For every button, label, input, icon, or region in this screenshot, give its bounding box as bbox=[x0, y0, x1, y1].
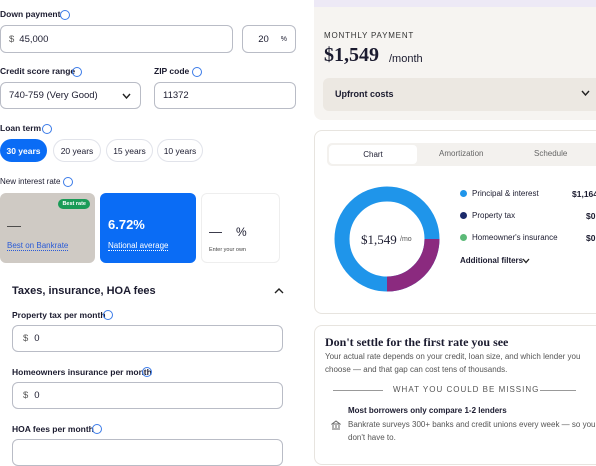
caption: National average bbox=[108, 241, 169, 251]
chevron bbox=[122, 93, 131, 99]
chart-card bbox=[314, 130, 596, 314]
term-pill[interactable]: 15 years bbox=[106, 139, 153, 162]
bank-icon bbox=[331, 420, 341, 430]
term-pill[interactable]: 10 years bbox=[157, 139, 203, 162]
label: Credit score range bbox=[0, 66, 76, 76]
legend-name: Principal & interest bbox=[472, 189, 539, 198]
value: 0 bbox=[34, 390, 40, 401]
label: Loan term bbox=[0, 123, 42, 133]
info-icon[interactable] bbox=[60, 10, 70, 20]
divider-label: WHAT YOU COULD BE MISSING bbox=[393, 385, 540, 394]
label: Upfront costs bbox=[335, 89, 394, 99]
label: MONTHLY PAYMENT bbox=[324, 31, 415, 40]
tab[interactable]: Amortization bbox=[439, 149, 484, 158]
value: — bbox=[7, 217, 21, 233]
donut-amount: $1,549 bbox=[361, 232, 397, 247]
label: Down payment bbox=[0, 9, 61, 19]
caption: Enter your own bbox=[209, 247, 246, 253]
section-title: Taxes, insurance, HOA fees bbox=[12, 285, 156, 297]
input[interactable] bbox=[12, 439, 283, 466]
promo-title: Don't settle for the first rate you see bbox=[325, 335, 509, 349]
legend-dot bbox=[460, 190, 467, 197]
promo-body: choose — and that gap can cost tens of t… bbox=[325, 365, 508, 374]
info-icon[interactable] bbox=[103, 310, 113, 320]
legend-name: Homeowner's insurance bbox=[472, 233, 558, 242]
credit-select[interactable]: 740-759 (Very Good) bbox=[0, 82, 141, 109]
upfront-costs[interactable]: Upfront costs bbox=[323, 78, 596, 111]
info-icon[interactable] bbox=[42, 124, 52, 134]
term-pill[interactable]: 20 years bbox=[53, 139, 101, 162]
zip-input[interactable]: 11372 bbox=[154, 82, 296, 109]
label: HOA fees per month bbox=[12, 424, 94, 434]
unit: % bbox=[236, 225, 247, 239]
value: 0 bbox=[34, 333, 40, 344]
label: Property tax per month bbox=[12, 310, 106, 320]
prefix: $ bbox=[9, 33, 15, 45]
item-body: don't have to. bbox=[348, 433, 396, 442]
promo-body: Your actual rate depends on your credit,… bbox=[325, 352, 581, 361]
chevron bbox=[522, 258, 530, 264]
label: Homeowners insurance per month bbox=[12, 367, 152, 377]
legend-dot bbox=[460, 212, 467, 219]
value: 45,000 bbox=[19, 33, 49, 45]
legend-value: $1,164 bbox=[572, 189, 596, 199]
value: — bbox=[209, 224, 222, 239]
rate-card[interactable]: 6.72% National average bbox=[100, 193, 196, 263]
info-icon[interactable] bbox=[72, 67, 82, 77]
info-icon[interactable] bbox=[192, 67, 202, 77]
donut-segment bbox=[386, 238, 440, 292]
unit: % bbox=[280, 35, 287, 43]
legend-name: Property tax bbox=[472, 211, 516, 220]
value: 11372 bbox=[163, 90, 189, 101]
donut bbox=[334, 186, 440, 292]
chevron-up[interactable] bbox=[274, 287, 284, 294]
unit: /month bbox=[389, 53, 423, 65]
percent-input[interactable]: 20% bbox=[242, 25, 296, 53]
tab[interactable]: Schedule bbox=[534, 149, 568, 158]
top-strip bbox=[314, 0, 596, 7]
down-payment-input[interactable]: $45,000 bbox=[0, 25, 233, 53]
caption: Best on Bankrate bbox=[7, 241, 69, 251]
label: New interest rate bbox=[0, 177, 61, 186]
info-icon[interactable] bbox=[92, 424, 102, 434]
input[interactable]: $0 bbox=[12, 325, 283, 352]
filters-link[interactable]: Additional filters bbox=[460, 256, 524, 265]
legend-value: $0 bbox=[586, 233, 596, 243]
value: 6.72% bbox=[108, 217, 145, 232]
tabs: Chart Amortization Schedule bbox=[327, 143, 596, 166]
item-body: Bankrate surveys 300+ banks and credit u… bbox=[348, 420, 596, 429]
prefix: $ bbox=[23, 390, 29, 401]
info-icon[interactable] bbox=[63, 177, 73, 187]
input[interactable]: $0 bbox=[12, 382, 283, 409]
legend-dot bbox=[460, 234, 467, 241]
info-icon[interactable] bbox=[142, 367, 152, 377]
badge: Best rate bbox=[58, 199, 90, 209]
donut-unit: /mo bbox=[400, 236, 412, 243]
value: 20 bbox=[258, 33, 269, 45]
tab[interactable]: Chart bbox=[329, 145, 417, 164]
value: 740-759 (Very Good) bbox=[9, 90, 98, 101]
amount: $1,549 bbox=[324, 44, 379, 66]
divider-line bbox=[540, 390, 576, 391]
summary-card: MONTHLY PAYMENT $1,549 /month Upfront co… bbox=[314, 0, 596, 120]
item-title: Most borrowers only compare 1-2 lenders bbox=[348, 406, 507, 415]
prefix: $ bbox=[23, 333, 29, 344]
label: ZIP code bbox=[154, 66, 190, 76]
divider-line bbox=[333, 390, 383, 391]
legend-value: $0 bbox=[586, 211, 596, 221]
chevron bbox=[581, 90, 590, 96]
rate-card[interactable]: Best rate — Best on Bankrate bbox=[0, 193, 95, 263]
rate-card[interactable]: — % Enter your own bbox=[201, 193, 280, 263]
term-pill[interactable]: 30 years bbox=[0, 139, 47, 162]
